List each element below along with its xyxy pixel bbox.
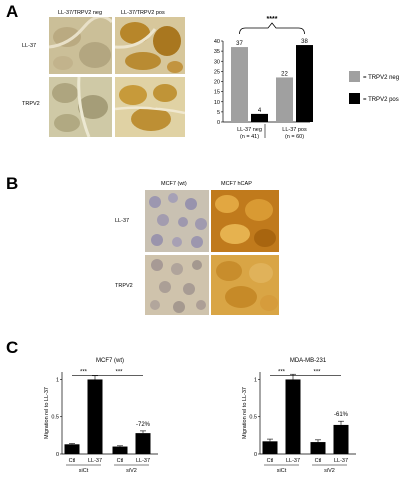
bar-4 xyxy=(333,424,349,454)
bar-1-1 xyxy=(231,47,248,123)
ihc-a-ll37-pos xyxy=(115,17,185,74)
category-label: LL-37 xyxy=(334,458,348,464)
category-label: LL-37 xyxy=(286,458,300,464)
y-tick-label: 40 xyxy=(214,39,220,45)
group-label: siV2 xyxy=(324,468,335,474)
significance-stars: **** xyxy=(267,16,278,23)
y-tick-label: 1 xyxy=(56,377,59,383)
bar-3 xyxy=(112,446,128,454)
y-tick-label: 35 xyxy=(214,49,220,55)
category-label: LL-37 xyxy=(136,458,150,464)
data-label: 37 xyxy=(236,41,243,47)
y-tick-label: 0 xyxy=(254,452,257,458)
row-label-b-ll37: LL-37 xyxy=(115,218,130,224)
data-label: 22 xyxy=(281,71,288,77)
bar-1-2 xyxy=(251,113,268,122)
y-tick-label: 1 xyxy=(254,377,257,383)
bar-3 xyxy=(310,442,326,454)
category-label: Ctl xyxy=(69,458,76,464)
panel-letter-c: C xyxy=(6,338,19,357)
y-tick-label: 30 xyxy=(214,59,220,65)
group-label: LL-37 pos xyxy=(282,127,307,133)
col-header-neg: LL-37/TRPV2 neg xyxy=(58,10,103,16)
ihc-b-hcap-trpv2 xyxy=(211,255,279,315)
y-tick-label: 15 xyxy=(214,90,220,96)
bar-1 xyxy=(64,444,80,454)
bar-2-2 xyxy=(296,45,313,122)
percent-annotation: -61% xyxy=(334,412,349,418)
significance-stars: *** xyxy=(278,369,286,375)
col-header-mcf7-wt: MCF7 (wt) xyxy=(161,181,187,187)
category-label: LL-37 xyxy=(88,458,102,464)
y-tick-label: 5 xyxy=(217,110,220,116)
y-tick-label: 0.5 xyxy=(249,415,257,421)
significance-stars: *** xyxy=(313,369,321,375)
legend-label: = TRPV2 pos xyxy=(363,97,399,103)
y-tick-label: 20 xyxy=(214,80,220,86)
chart-c-left: MCF7 (wt) Migration rel to LL-37 0 0.5 1 Ctl L… xyxy=(44,358,158,474)
bar-1 xyxy=(262,441,278,454)
bar-2 xyxy=(87,379,103,454)
group-n: (n = 41) xyxy=(240,134,259,140)
col-header-mcf7-hcap: MCF7 hCAP xyxy=(221,181,252,187)
bar-2 xyxy=(285,379,301,454)
panel-letter-a: A xyxy=(6,2,19,21)
ihc-b-wt-trpv2 xyxy=(145,255,209,315)
y-axis-label: Migration rel to LL-37 xyxy=(242,387,248,439)
bar-4 xyxy=(135,433,151,454)
ihc-a-trpv2-neg xyxy=(49,77,112,137)
y-tick-label: 0.5 xyxy=(51,415,59,421)
category-label: Ctl xyxy=(117,458,124,464)
legend-label: = TRPV2 neg xyxy=(363,75,399,81)
chart-c-right: MDA-MB-231 Migration rel to LL-37 0 0.5 1 Ctl… xyxy=(242,358,356,474)
category-label: Ctl xyxy=(315,458,322,464)
group-label: siCt xyxy=(79,468,89,474)
significance-stars: *** xyxy=(80,369,88,375)
panel-letter-b: B xyxy=(6,174,19,193)
y-tick-label: 10 xyxy=(214,100,220,106)
bar-2-1 xyxy=(276,77,293,122)
legend-swatch xyxy=(349,71,360,82)
y-tick-label: 0 xyxy=(217,120,220,126)
chart-title: MCF7 (wt) xyxy=(96,358,124,364)
ihc-b-hcap-ll37 xyxy=(211,190,279,252)
significance-brace xyxy=(239,22,305,35)
category-label: Ctl xyxy=(267,458,274,464)
ihc-a-ll37-neg xyxy=(49,17,112,74)
chart-a: 0 5 10 15 20 25 30 35 40 37 4 LL-37 neg(n = 41) 22 38… xyxy=(214,16,399,140)
chart-title: MDA-MB-231 xyxy=(290,358,327,364)
data-label: 4 xyxy=(258,108,262,114)
row-label-b-trpv2: TRPV2 xyxy=(115,283,133,289)
row-label-ll37: LL-37 xyxy=(22,43,37,49)
row-label-trpv2: TRPV2 xyxy=(22,101,40,107)
col-header-pos: LL-37/TRPV2 pos xyxy=(121,10,165,16)
percent-annotation: -72% xyxy=(136,422,151,428)
ihc-a-trpv2-pos xyxy=(115,77,185,137)
group-label: LL-37 neg xyxy=(237,127,262,133)
group-label: siV2 xyxy=(126,468,137,474)
y-tick-label: 25 xyxy=(214,69,220,75)
y-tick-label: 0 xyxy=(56,452,59,458)
y-axis-label: Migration rel to LL-37 xyxy=(44,387,50,439)
ihc-b-wt-ll37 xyxy=(145,190,209,252)
group-label: siCt xyxy=(277,468,287,474)
legend-swatch xyxy=(349,93,360,104)
data-label: 38 xyxy=(301,39,308,45)
significance-stars: *** xyxy=(115,369,123,375)
group-n: (n = 60) xyxy=(285,134,304,140)
